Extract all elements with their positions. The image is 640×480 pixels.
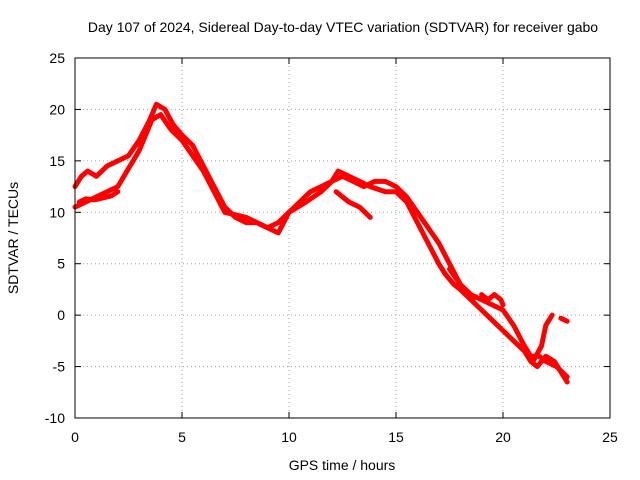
y-tick-label: 20 — [49, 101, 65, 117]
series-line-track-d — [333, 189, 373, 220]
y-tick-label: 10 — [49, 204, 65, 220]
y-tick-label: 0 — [57, 307, 65, 323]
series-line-track-a — [72, 101, 570, 380]
series-line-track-c — [76, 189, 121, 205]
chart-title: Day 107 of 2024, Sidereal Day-to-day VTE… — [88, 19, 598, 35]
y-tick-label: -10 — [45, 410, 65, 426]
plot-frame — [74, 57, 611, 419]
y-tick-label: 25 — [49, 50, 65, 66]
series-line-track-e — [447, 266, 476, 303]
x-tick-label: 15 — [388, 429, 404, 445]
x-tick-label: 25 — [602, 429, 618, 445]
series-line-track-b — [72, 112, 570, 385]
grid — [75, 58, 610, 418]
series-line-track-h — [558, 315, 570, 324]
data-series — [72, 101, 570, 385]
y-tick-label: 5 — [57, 256, 65, 272]
series-line-track-g — [521, 312, 555, 364]
x-tick-label: 0 — [71, 429, 79, 445]
x-tick-label: 20 — [495, 429, 511, 445]
y-tick-label: 15 — [49, 153, 65, 169]
x-tick-label: 5 — [178, 429, 186, 445]
x-tick-label: 10 — [281, 429, 297, 445]
y-axis-ticks: -10 -5 0 5 10 15 20 25 — [45, 50, 610, 426]
x-axis-ticks: 0 5 10 15 20 25 — [71, 58, 618, 445]
y-axis-label: SDTVAR / TECUs — [5, 182, 21, 294]
y-tick-label: -5 — [53, 359, 66, 375]
series-line-track-f — [479, 292, 506, 308]
x-axis-label: GPS time / hours — [289, 457, 396, 473]
